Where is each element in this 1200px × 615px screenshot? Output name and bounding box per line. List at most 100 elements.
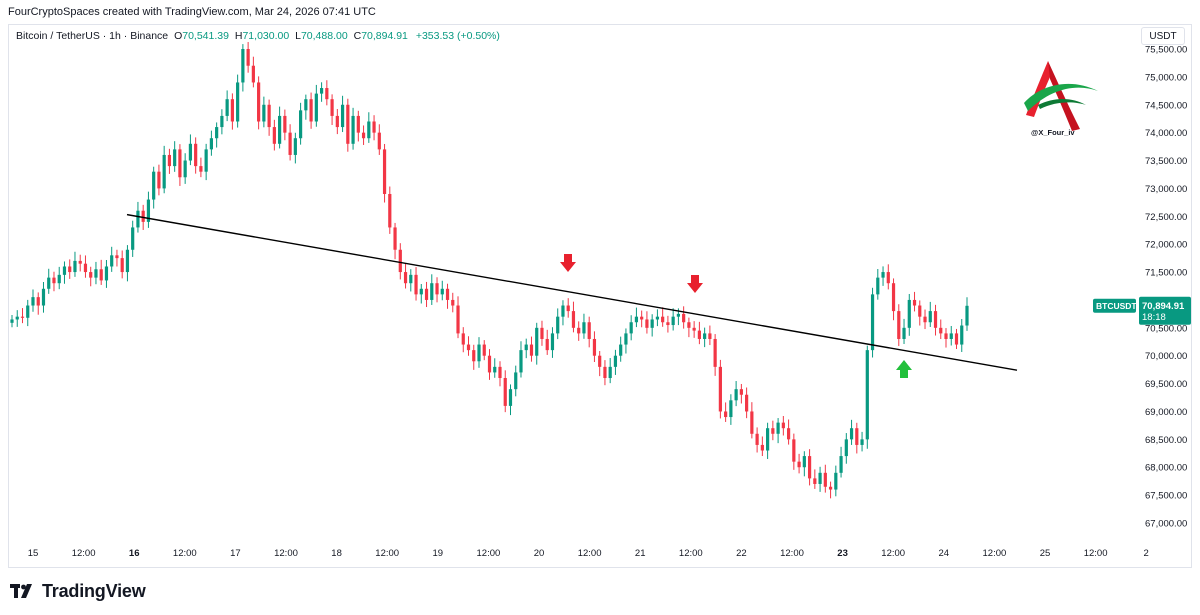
candle-body: [718, 366, 722, 412]
candle-body: [629, 322, 633, 334]
candle-body: [776, 422, 780, 434]
candle-body: [965, 305, 969, 326]
candle-body: [110, 255, 114, 267]
candle-body: [676, 313, 681, 317]
arrow-down-icon: [687, 275, 703, 293]
candle-body: [849, 428, 854, 440]
y-tick-label: 70,500.00: [1145, 323, 1187, 334]
candle-body: [372, 121, 376, 133]
candle-body: [802, 456, 806, 468]
candle-body: [760, 444, 764, 451]
candle-body: [31, 297, 35, 306]
candle-body: [508, 389, 513, 406]
x-tick-label: 21: [635, 548, 646, 559]
candle-body: [162, 154, 166, 189]
candle-body: [131, 227, 135, 250]
candle-body: [230, 99, 234, 122]
candle-body: [944, 333, 948, 339]
candle-body: [708, 333, 712, 339]
candle-body: [246, 49, 250, 66]
candle-body: [62, 266, 67, 275]
candle-body: [435, 283, 439, 295]
candle-body: [519, 350, 523, 373]
candle-body: [47, 277, 51, 289]
candle-body: [356, 115, 360, 133]
candle-body: [115, 255, 119, 259]
candle-body: [178, 149, 182, 178]
candle-body: [886, 272, 890, 284]
candle-body: [577, 327, 581, 334]
candle-body: [251, 65, 255, 83]
x-tick-label: 12:00: [72, 548, 96, 559]
x-tick-label: 17: [230, 548, 241, 559]
candle-body: [844, 439, 848, 457]
x-tick-label: 24: [939, 548, 950, 559]
candle-body: [456, 305, 460, 334]
candle-body: [734, 389, 738, 401]
candle-body: [692, 327, 696, 331]
candle-body: [860, 439, 864, 445]
y-tick-label: 71,500.00: [1145, 268, 1187, 279]
candle-body: [624, 333, 628, 345]
candle-body: [813, 478, 817, 484]
y-tick-label: 68,500.00: [1145, 435, 1187, 446]
high-label: H: [234, 30, 243, 42]
candle-body: [104, 266, 109, 281]
candle-body: [876, 277, 880, 295]
candle-body: [68, 266, 72, 273]
candle-body: [78, 260, 82, 264]
candle-body: [912, 299, 917, 306]
candle-body: [466, 344, 471, 351]
candle-body: [125, 249, 130, 273]
low-label: L: [295, 30, 301, 42]
candle-body: [713, 338, 717, 367]
candle-body: [278, 115, 282, 144]
candle-body: [288, 132, 292, 155]
close-value: 70,894.91: [361, 30, 408, 42]
candle-body: [923, 316, 927, 323]
x-tick-label: 12:00: [780, 548, 804, 559]
candle-body: [325, 88, 329, 100]
candle-body: [556, 316, 560, 334]
bar-countdown: 18:18: [1142, 312, 1166, 323]
tradingview-logo[interactable]: TradingView: [10, 580, 146, 602]
candle-body: [94, 269, 98, 278]
candle-body: [566, 305, 570, 312]
candle-body: [409, 274, 413, 284]
y-tick-label: 74,000.00: [1145, 128, 1187, 139]
y-tick-label: 72,500.00: [1145, 212, 1187, 223]
candle-body: [781, 422, 785, 429]
candle-body: [461, 333, 465, 345]
candle-body: [477, 344, 481, 362]
candle-body: [524, 344, 528, 351]
candle-body: [424, 288, 429, 300]
y-tick-label: 73,000.00: [1145, 184, 1187, 195]
candle-body: [272, 127, 276, 144]
candle-body: [498, 366, 502, 379]
candle-body: [267, 104, 271, 128]
y-tick-label: 70,000.00: [1145, 351, 1187, 362]
candle-body: [571, 311, 576, 328]
candle-body: [907, 299, 911, 328]
symbol-name: Bitcoin / TetherUS · 1h · Binance: [16, 30, 169, 42]
candle-body: [257, 82, 261, 122]
candle-body: [797, 461, 801, 468]
candle-body: [183, 160, 187, 178]
candle-body: [613, 355, 618, 367]
currency-button[interactable]: USDT: [1141, 27, 1185, 45]
y-tick-label: 72,000.00: [1145, 240, 1187, 251]
candle-body: [367, 121, 371, 139]
candle-body: [902, 327, 906, 339]
candle-body: [939, 327, 943, 334]
candle-body: [451, 299, 455, 306]
symbol-legend: Bitcoin / TetherUS · 1h · Binance O70,54…: [16, 30, 500, 42]
candle-body: [173, 149, 177, 167]
candle-body: [41, 288, 46, 306]
symbol-tag: [1093, 298, 1136, 313]
candle-body: [608, 366, 612, 379]
x-tick-label: 12:00: [274, 548, 298, 559]
x-tick-label: 12:00: [881, 548, 905, 559]
candle-body: [377, 132, 381, 150]
candle-body: [15, 316, 19, 320]
